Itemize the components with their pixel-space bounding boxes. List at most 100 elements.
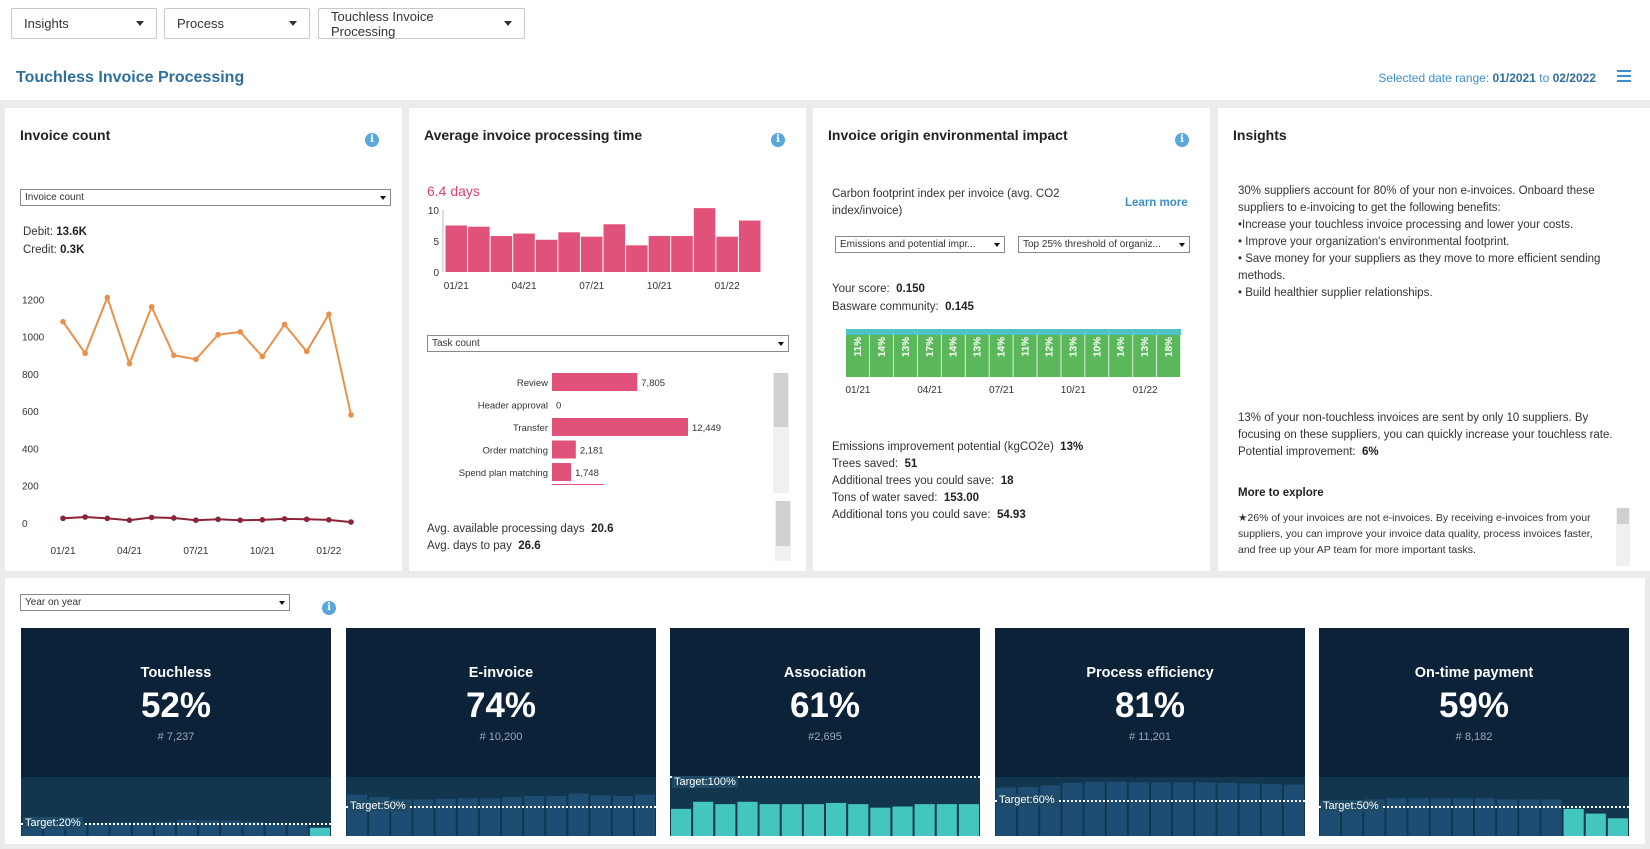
y-tick-label: 0 [433, 268, 439, 279]
insights-panel: Insights 30% suppliers account for 80% o… [1218, 108, 1650, 571]
x-tick-label: 01/21 [845, 385, 870, 396]
category-label: Order matching [483, 446, 548, 457]
x-tick-label: 07/21 [183, 546, 208, 557]
category-label: Transfer [513, 423, 548, 434]
bar [869, 335, 894, 377]
kpi-bar [22, 825, 43, 836]
kpi-bar [1386, 798, 1407, 836]
data-label: 7,805 [641, 378, 665, 389]
bar [1013, 335, 1037, 377]
kpi-card-association[interactable]: Association 61% #2,695 Target:100% [670, 628, 980, 836]
kpi-value: 59% [1438, 686, 1510, 725]
kpi-bar [848, 804, 869, 836]
kpi-card-on-time-payment[interactable]: On-time payment 59% # 8,182 Target:50% [1319, 628, 1629, 836]
learn-more-link[interactable]: Learn more [1125, 197, 1188, 209]
bar [738, 220, 761, 272]
kpi-bar [132, 822, 153, 836]
avail-days-stat: Avg. available processing days 20.6 [427, 523, 614, 535]
data-label: 14% [949, 337, 960, 357]
insights-dropdown[interactable]: Insights [11, 8, 157, 39]
bar-cap [917, 329, 942, 335]
chevron-down-icon [136, 21, 144, 26]
data-point [303, 516, 310, 523]
insights-dropdown-label: Insights [24, 16, 69, 31]
category-label: Spend plan matching [459, 468, 548, 479]
bar [552, 440, 576, 459]
panel-scrollbar[interactable] [775, 501, 791, 561]
kpi-bar [1475, 798, 1496, 836]
panel-title: Invoice origin environmental impact [828, 127, 1068, 143]
bar-cap [869, 329, 894, 335]
kpi-bar [1151, 782, 1172, 836]
date-to: 02/2022 [1552, 71, 1596, 85]
bar [965, 335, 989, 377]
kpi-count: #2,695 [808, 731, 842, 743]
trees-stat: Trees saved: 51 [832, 458, 918, 470]
score-stat: Your score: 0.150 [832, 283, 925, 295]
kpi-bar [870, 807, 891, 836]
info-icon[interactable]: i [322, 601, 336, 615]
kpi-card-e-invoice[interactable]: E-invoice 74% # 10,200 Target:50% [346, 628, 656, 836]
kpi-title: Touchless [140, 665, 212, 681]
bar [603, 224, 626, 272]
kpi-bar [154, 821, 175, 836]
bar [490, 236, 513, 272]
process-dropdown[interactable]: Process [164, 8, 310, 39]
emissions-select[interactable]: Emissions and potential impr... [835, 236, 1005, 253]
kpi-bar [1585, 813, 1606, 836]
kpi-bar [1283, 784, 1304, 836]
kpi-card-touchless[interactable]: Touchless 52% # 7,237 Target:20% [21, 628, 331, 836]
y-tick-label: 400 [22, 444, 39, 455]
bar [1109, 335, 1133, 377]
invoice-count-select[interactable]: Invoice count [20, 189, 391, 206]
series-line-0 [62, 294, 352, 416]
data-point [82, 514, 88, 520]
insights-scrollbar[interactable] [1616, 508, 1630, 566]
date-range: Selected date range: 01/2021 to 02/2022 [1378, 71, 1596, 85]
kpi-bar [1563, 808, 1584, 836]
series-line-1 [62, 516, 352, 524]
kpi-value: 74% [465, 686, 537, 725]
data-point [348, 519, 354, 525]
kpi-bar [1128, 782, 1149, 836]
data-label: 13% [973, 337, 984, 357]
invoice-count-panel: Invoice count i Invoice count Debit: 13.… [5, 108, 402, 571]
chevron-down-icon [778, 341, 784, 346]
data-label: 14% [997, 337, 1008, 357]
info-icon[interactable]: i [1175, 133, 1189, 147]
kpi-bar [1452, 798, 1473, 836]
insights-bullet: • Build healthier supplier relationships… [1238, 287, 1433, 299]
kpi-value: 61% [789, 686, 861, 725]
y-tick-label: 1200 [22, 295, 45, 306]
info-icon[interactable]: i [771, 133, 785, 147]
kpi-bar [1173, 782, 1194, 836]
data-label: 12,449 [692, 423, 721, 434]
water-stat: Tons of water saved: 153.00 [832, 492, 980, 504]
report-dropdown[interactable]: Touchless Invoice Processing [318, 8, 525, 39]
kpi-title: Association [783, 665, 867, 681]
kpi-value: 52% [140, 686, 212, 725]
task-chart-scrollbar[interactable] [773, 373, 789, 493]
insights-bullet: • Improve your organization's environmen… [1238, 236, 1510, 248]
kpi-bar [1541, 799, 1562, 836]
threshold-select[interactable]: Top 25% threshold of organiz... [1018, 236, 1190, 253]
category-label: Review [517, 378, 548, 389]
data-point [237, 517, 244, 524]
kpi-bar [634, 794, 655, 836]
bar-cap [1133, 329, 1158, 335]
select-value: Year on year [25, 597, 82, 608]
insights-bullet: •Increase your touchless invoice process… [1238, 219, 1574, 231]
kpi-card-process-efficiency[interactable]: Process efficiency 81% # 11,201 Target:60% [995, 628, 1305, 836]
year-on-year-select[interactable]: Year on year [20, 594, 290, 611]
bar [1157, 335, 1181, 377]
kpi-count: # 8,182 [1455, 731, 1493, 743]
bar-cap [893, 329, 918, 335]
info-icon[interactable]: i [365, 133, 379, 147]
task-count-select[interactable]: Task count [427, 335, 789, 352]
menu-icon[interactable] [1617, 70, 1631, 82]
kpi-bar [671, 808, 692, 836]
kpi-bar [914, 804, 935, 836]
bar [917, 335, 941, 377]
data-label: 0 [556, 401, 561, 412]
panel-title: Invoice count [20, 127, 111, 143]
